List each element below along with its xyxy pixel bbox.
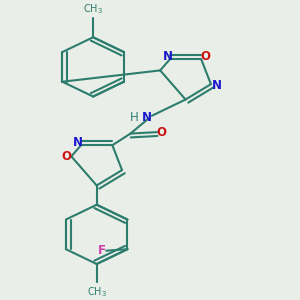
Text: N: N [163,50,173,63]
Text: CH$_3$: CH$_3$ [83,2,103,16]
Text: N: N [73,136,82,149]
Text: N: N [212,79,222,92]
Text: O: O [200,50,211,63]
Text: N: N [141,111,152,124]
Text: H: H [130,111,138,124]
Text: CH$_3$: CH$_3$ [87,285,107,299]
Text: O: O [156,126,167,139]
Text: F: F [98,244,106,257]
Text: O: O [61,150,71,163]
